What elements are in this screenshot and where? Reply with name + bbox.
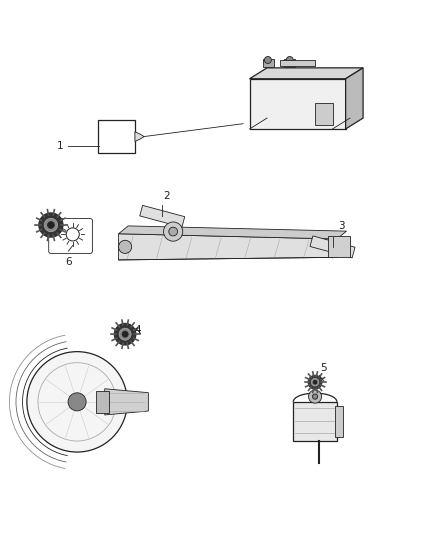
Bar	[335, 406, 343, 437]
Circle shape	[44, 219, 58, 232]
Circle shape	[312, 394, 318, 399]
Circle shape	[313, 380, 317, 384]
Circle shape	[27, 352, 127, 452]
Circle shape	[308, 375, 322, 389]
Polygon shape	[310, 236, 355, 258]
Polygon shape	[105, 389, 148, 415]
Polygon shape	[346, 68, 363, 129]
Text: 5: 5	[321, 363, 327, 373]
Circle shape	[68, 393, 86, 411]
Bar	[263, 59, 274, 67]
Polygon shape	[140, 205, 185, 227]
Text: 2: 2	[163, 191, 170, 201]
Polygon shape	[98, 120, 135, 153]
Circle shape	[114, 323, 136, 345]
Circle shape	[47, 222, 54, 229]
Circle shape	[39, 213, 63, 237]
Polygon shape	[119, 234, 337, 260]
Circle shape	[119, 240, 132, 253]
Text: 3: 3	[338, 221, 345, 231]
Circle shape	[311, 378, 319, 386]
Polygon shape	[250, 68, 363, 79]
Polygon shape	[135, 132, 144, 142]
Bar	[95, 391, 109, 413]
Circle shape	[308, 390, 321, 403]
FancyBboxPatch shape	[49, 219, 92, 253]
Bar	[285, 59, 295, 67]
Bar	[280, 60, 315, 66]
Bar	[315, 103, 332, 125]
Text: 1: 1	[57, 141, 63, 151]
Bar	[328, 236, 350, 257]
Circle shape	[163, 222, 183, 241]
Text: 6: 6	[65, 257, 72, 267]
Circle shape	[286, 56, 293, 63]
Polygon shape	[293, 402, 337, 441]
Circle shape	[119, 328, 131, 340]
Circle shape	[122, 331, 128, 337]
Circle shape	[265, 56, 272, 63]
Circle shape	[169, 227, 177, 236]
Polygon shape	[119, 226, 346, 239]
Polygon shape	[250, 79, 346, 129]
Text: 4: 4	[135, 325, 141, 335]
